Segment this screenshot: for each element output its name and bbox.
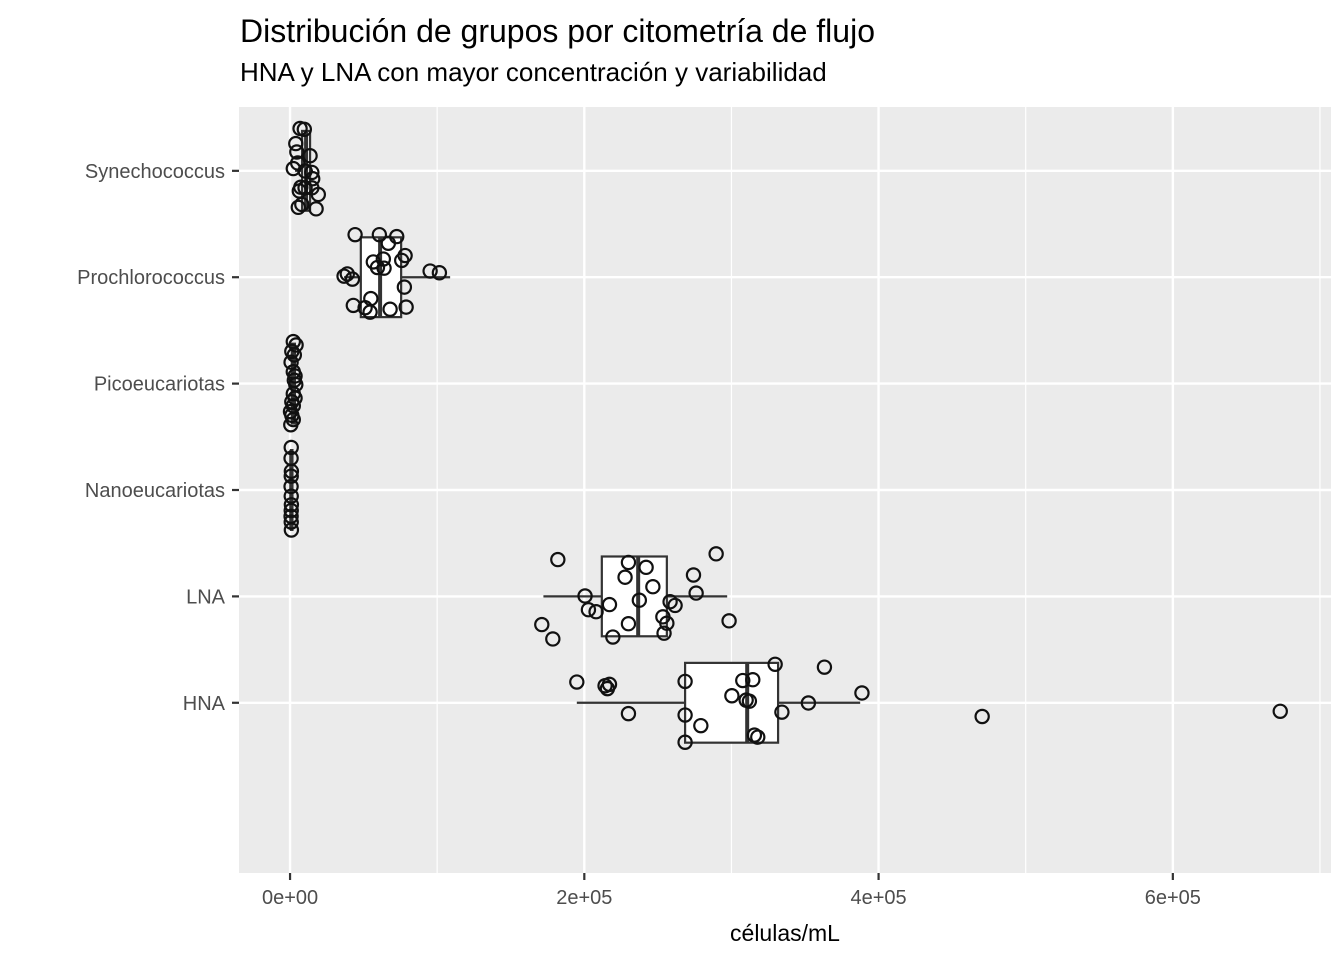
- jitter-point-prochlorococcus: [344, 271, 361, 287]
- jitter-point-nanoeucariotas: [283, 463, 300, 479]
- jitter-point-nanoeucariotas: [283, 468, 299, 484]
- jitter-point-prochlorococcus: [431, 265, 448, 281]
- x-tick-label: 4e+05: [850, 887, 906, 909]
- y-tick-label-synechococcus: Synechococcus: [85, 161, 225, 183]
- jitter-point-prochlorococcus: [371, 226, 388, 243]
- x-tick-label: 6e+05: [1145, 887, 1201, 909]
- jitter-point-hna: [677, 734, 693, 750]
- jitter-point-lna: [721, 613, 737, 629]
- jitter-point-prochlorococcus: [396, 279, 413, 295]
- x-tick-label: 2e+05: [556, 887, 612, 909]
- jitter-point-lna: [588, 604, 604, 620]
- jitter-point-lna: [620, 616, 637, 632]
- jitter-point-hna: [767, 656, 783, 672]
- jitter-point-hna: [750, 729, 766, 745]
- jitter-point-hna: [677, 707, 693, 723]
- jitter-point-hna: [816, 659, 833, 675]
- jitter-point-lna: [659, 615, 675, 631]
- jitter-point-picoeucariotas: [286, 347, 303, 363]
- jitter-point-prochlorococcus: [339, 266, 355, 282]
- jitter-point-nanoeucariotas: [283, 502, 299, 519]
- jitter-point-prochlorococcus: [347, 226, 363, 243]
- jitter-point-lna: [631, 592, 648, 608]
- jitter-point-lna: [688, 585, 704, 601]
- jitter-point-synechococcus: [288, 135, 304, 152]
- jitter-point-hna: [974, 708, 990, 725]
- jitter-point-picoeucariotas: [283, 354, 299, 370]
- jitter-point-synechococcus: [304, 164, 320, 181]
- jitter-point-nanoeucariotas: [283, 497, 300, 513]
- jitter-point-lna: [667, 597, 683, 614]
- jitter-point-prochlorococcus: [369, 259, 386, 276]
- y-tick-label-hna: HNA: [183, 693, 226, 715]
- x-axis-title: células/mL: [730, 920, 840, 946]
- jitter-point-prochlorococcus: [422, 263, 438, 279]
- jitter-point-synechococcus: [296, 121, 313, 138]
- jitter-point-lna: [534, 616, 550, 633]
- jitter-point-nanoeucariotas: [283, 488, 299, 504]
- jitter-point-lna: [656, 625, 672, 641]
- jitter-point-lna: [577, 588, 593, 604]
- jitter-point-hna: [745, 671, 761, 688]
- jitter-point-nanoeucariotas: [283, 522, 300, 538]
- jitter-point-lna: [550, 551, 566, 568]
- y-tick-label-picoeucariotas: Picoeucariotas: [94, 374, 225, 396]
- jitter-point-lna: [620, 554, 637, 571]
- jitter-point-prochlorococcus: [362, 304, 378, 320]
- jitter-point-prochlorococcus: [376, 260, 392, 276]
- jitter-point-prochlorococcus: [336, 268, 352, 284]
- jitter-point-nanoeucariotas: [283, 514, 299, 530]
- jitter-point-hna: [800, 695, 817, 711]
- jitter-point-lna: [638, 559, 654, 576]
- jitter-point-synechococcus: [290, 199, 306, 216]
- jitter-point-prochlorococcus: [394, 252, 410, 269]
- jitter-point-synechococcus: [297, 163, 313, 179]
- y-tick-label-lna: LNA: [186, 586, 226, 608]
- jitter-point-prochlorococcus: [357, 300, 373, 316]
- jitter-point-synechococcus: [294, 196, 310, 213]
- jitter-point-synechococcus: [308, 201, 324, 217]
- jitter-point-hna: [774, 704, 790, 720]
- jitter-point-synechococcus: [302, 148, 318, 164]
- chart-subtitle: HNA y LNA con mayor concentración y vari…: [240, 57, 827, 87]
- jitter-point-hna: [854, 685, 870, 701]
- jitter-point-hna: [599, 680, 616, 697]
- plot-panel: Synechococcus Prochlorococcus Picoeucariot…: [77, 107, 1331, 909]
- chart-title: Distribución de grupos por citometría de…: [240, 13, 875, 49]
- y-tick-label-nanoeucariotas: Nanoeucariotas: [85, 480, 225, 502]
- y-tick-label-prochlorococcus: Prochlorococcus: [77, 267, 225, 289]
- jitter-point-prochlorococcus: [380, 235, 397, 251]
- jitter-point-synechococcus: [305, 171, 321, 187]
- jitter-point-hna: [741, 693, 758, 709]
- jitter-point-lna: [645, 579, 661, 595]
- jitter-point-lna: [708, 546, 724, 562]
- jitter-point-lna: [580, 601, 597, 618]
- jitter-point-nanoeucariotas: [283, 439, 299, 456]
- jitter-point-picoeucariotas: [284, 343, 300, 360]
- jitter-point-synechococcus: [310, 186, 327, 203]
- jitter-point-prochlorococcus: [398, 299, 414, 315]
- jitter-point-lna: [617, 569, 633, 585]
- jitter-point-hna: [677, 673, 693, 690]
- jitter-point-lna: [545, 631, 561, 647]
- jitter-point-prochlorococcus: [382, 301, 398, 317]
- jitter-point-lna: [601, 596, 618, 613]
- jitter-point-hna: [1272, 703, 1288, 719]
- jitter-point-hna: [693, 717, 709, 734]
- x-tick-label: 0e+00: [262, 887, 318, 909]
- jitter-point-hna: [569, 674, 585, 690]
- jitter-point-lna: [605, 629, 621, 645]
- jitter-point-hna: [724, 688, 740, 704]
- jitter-point-picoeucariotas: [287, 390, 303, 406]
- jitter-point-picoeucariotas: [283, 417, 299, 433]
- jitter-point-hna: [620, 705, 637, 722]
- jitter-point-nanoeucariotas: [283, 478, 299, 495]
- jitter-point-lna: [685, 567, 702, 583]
- jitter-point-hna: [735, 672, 751, 689]
